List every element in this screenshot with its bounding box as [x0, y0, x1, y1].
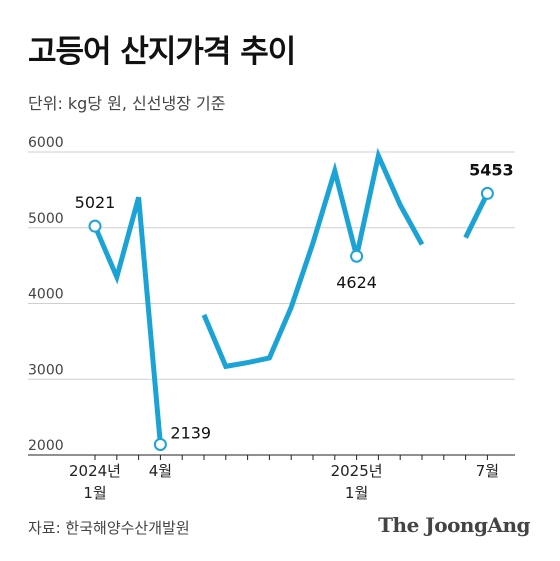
grid-lines — [28, 151, 515, 380]
y-axis-tick-labels: 2000 3000 4000 5000 6000 — [28, 135, 64, 454]
x-axis-ticks: 2024년 1월 4월 2025년 1월 7월 — [69, 455, 499, 502]
data-point-marker — [480, 186, 494, 200]
chart-title: 고등어 산지가격 추이 — [28, 34, 296, 70]
chart-unit-note: 단위: kg당 원, 신선냉장 기준 — [28, 94, 226, 113]
x-tick-label: 1월 — [345, 484, 368, 502]
x-tick-label: 2024년 — [69, 462, 121, 480]
data-label: 2139 — [170, 423, 211, 442]
y-tick-label: 3000 — [28, 362, 64, 378]
data-source: 자료: 한국해양수산개발원 — [28, 519, 190, 537]
y-tick-label: 2000 — [28, 438, 64, 454]
publisher-logo: The JoongAng — [378, 513, 530, 537]
y-tick-label: 5000 — [28, 211, 64, 227]
series-line-segment — [463, 192, 490, 239]
price-series — [92, 147, 490, 445]
y-tick-label: 6000 — [28, 135, 64, 151]
annotated-markers — [88, 186, 494, 451]
series-line-segment — [201, 147, 425, 370]
series-line-segment — [92, 196, 163, 445]
x-tick-label: 1월 — [83, 484, 106, 502]
data-label: 5453 — [469, 160, 514, 179]
data-point-marker — [350, 249, 364, 263]
data-label: 5021 — [75, 193, 116, 212]
x-tick-label: 7월 — [476, 462, 499, 480]
data-point-marker — [88, 219, 102, 233]
data-point-marker — [153, 437, 167, 451]
data-label: 4624 — [336, 273, 377, 292]
y-tick-label: 4000 — [28, 287, 64, 303]
data-labels: 5021 2139 4624 5453 — [75, 160, 514, 442]
x-tick-label: 2025년 — [331, 462, 383, 480]
x-tick-label: 4월 — [149, 462, 172, 480]
